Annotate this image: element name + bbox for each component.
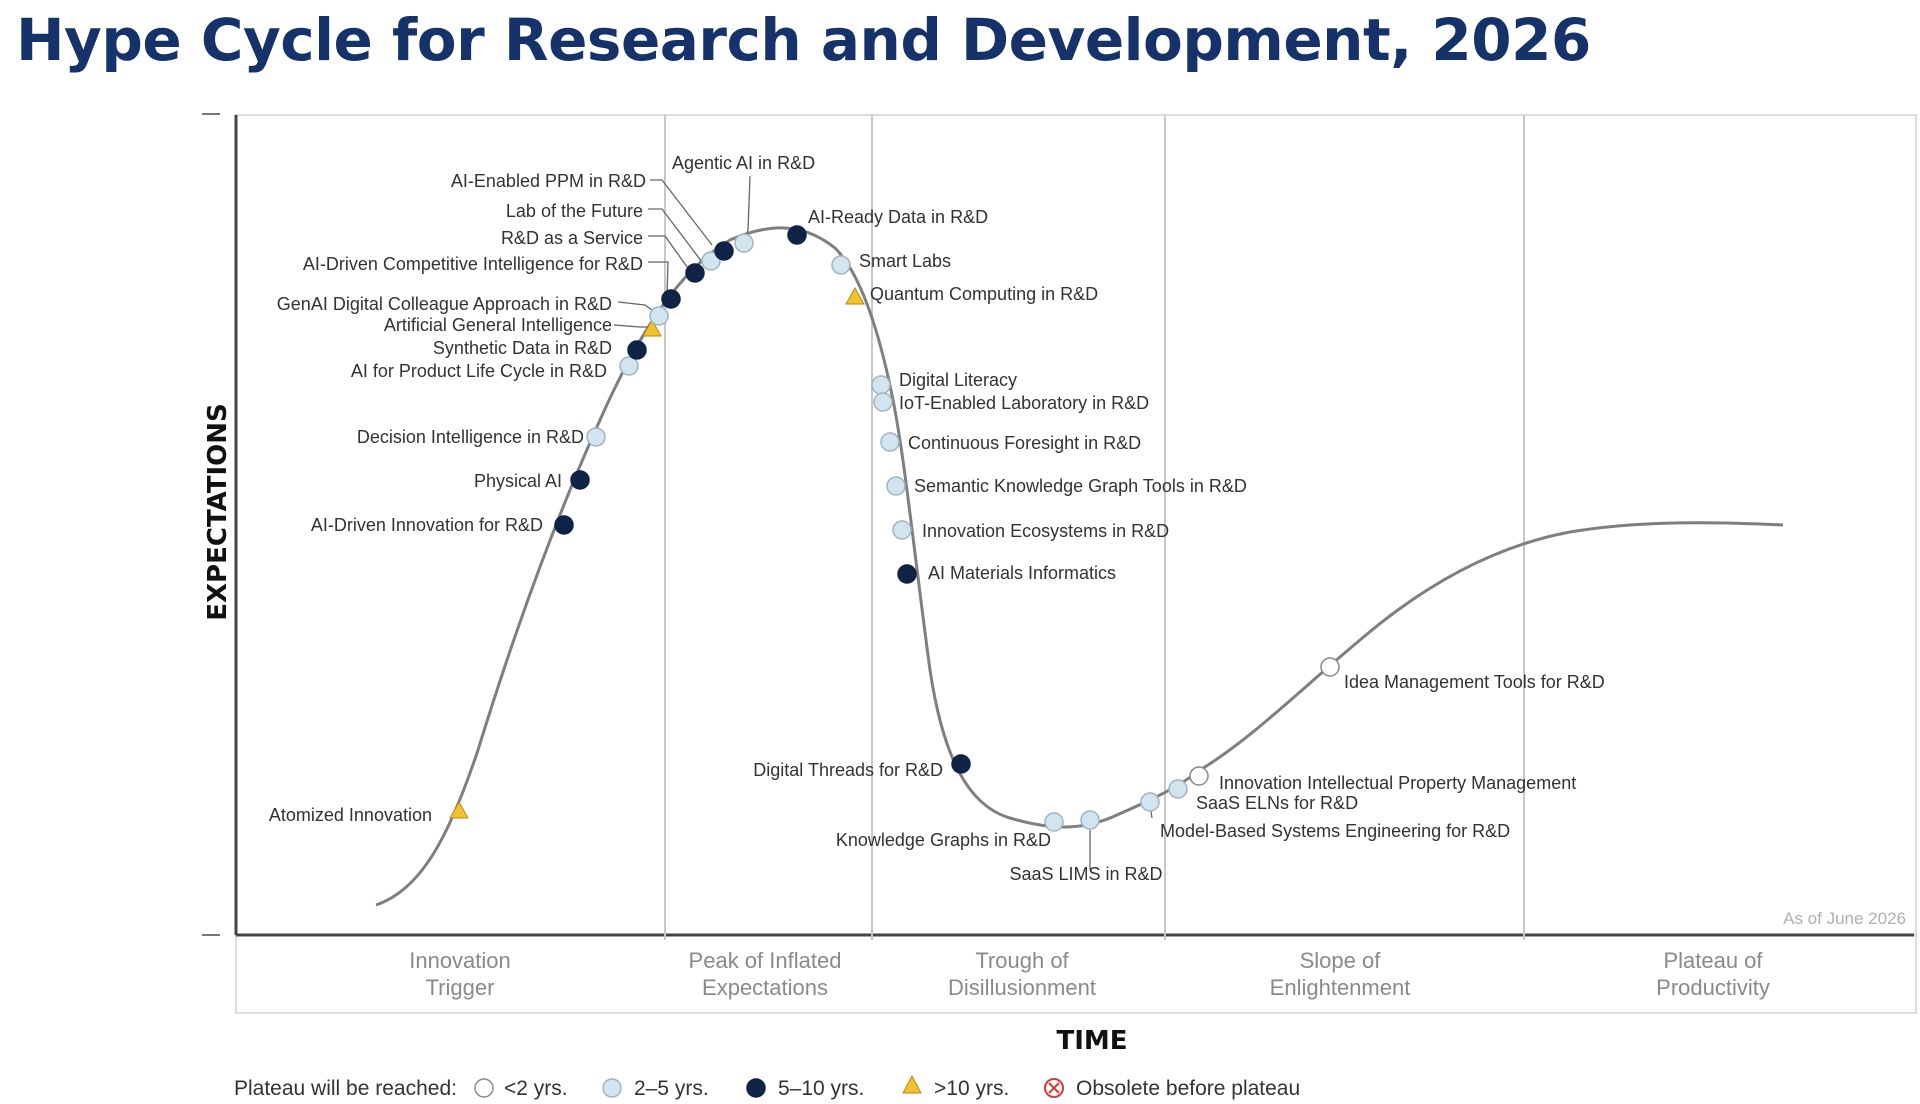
label-knowledge-graphs: Knowledge Graphs in R&D [836, 830, 1051, 850]
hype-curve [375, 226, 1784, 907]
phase-4-line1: Slope of [1300, 948, 1382, 973]
legend-marker-lt2 [474, 1078, 494, 1098]
leader-rnd-as-a-service [648, 235, 691, 272]
phase-2-line1: Peak of Inflated [689, 948, 842, 973]
label-digital-literacy: Digital Literacy [899, 370, 1017, 390]
marker-ai-enabled-ppm [714, 241, 734, 261]
label-ai-enabled-ppm: AI-Enabled PPM in R&D [451, 171, 646, 191]
legend-marker-5to10 [746, 1078, 766, 1098]
label-agi: Artificial General Intelligence [384, 315, 612, 335]
label-ai-ready-data: AI-Ready Data in R&D [808, 207, 988, 227]
label-saas-lims: SaaS LIMS in R&D [1009, 864, 1162, 884]
page-title: Hype Cycle for Research and Development,… [16, 6, 1591, 74]
label-smart-labs: Smart Labs [859, 251, 951, 271]
legend-label-gt10: >10 yrs. [934, 1077, 1009, 1100]
leader-agi [613, 324, 648, 328]
marker-ai-materials-informatics [897, 564, 917, 584]
label-iot-laboratory: IoT-Enabled Laboratory in R&D [899, 393, 1149, 413]
marker-genai-colleague [649, 306, 669, 326]
label-innovation-ecosystems: Innovation Ecosystems in R&D [922, 521, 1169, 541]
phase-4-line2: Enlightenment [1270, 975, 1411, 1000]
label-innovation-ip-management: Innovation Intellectual Property Managem… [1219, 773, 1576, 793]
label-saas-elns: SaaS ELNs for R&D [1196, 793, 1358, 813]
phase-3-line2: Disillusionment [948, 975, 1096, 1000]
marker-iot-laboratory [873, 392, 893, 412]
phase-5-line2: Productivity [1656, 975, 1770, 1000]
x-axis-label: TIME [1056, 1026, 1127, 1056]
marker-quantum-computing [845, 286, 865, 305]
legend-marker-gt10 [902, 1074, 922, 1094]
legend-marker-obsolete [1044, 1078, 1064, 1098]
marker-semantic-graph-tools [886, 476, 906, 496]
marker-ai-product-life-cycle [619, 356, 639, 376]
obsolete-x-stroke-2 [1048, 1082, 1060, 1094]
label-idea-management-tools: Idea Management Tools for R&D [1344, 672, 1605, 692]
legend-marker-2to5 [602, 1078, 622, 1098]
marker-innovation-ecosystems [892, 520, 912, 540]
marker-saas-elns [1168, 779, 1188, 799]
marker-synthetic-data [627, 340, 647, 360]
label-ai-materials-informatics: AI Materials Informatics [928, 563, 1116, 583]
label-atomized-innovation: Atomized Innovation [269, 805, 432, 825]
label-continuous-foresight: Continuous Foresight in R&D [908, 433, 1141, 453]
marker-rnd-as-a-service [685, 263, 705, 283]
legend: Plateau will be reached: <2 yrs. 2–5 yrs… [234, 1074, 1300, 1100]
leader-lab-of-the-future [648, 208, 703, 263]
y-axis-label: EXPECTATIONS [203, 403, 233, 621]
label-rnd-as-a-service: R&D as a Service [501, 228, 643, 248]
label-semantic-graph-tools: Semantic Knowledge Graph Tools in R&D [914, 476, 1247, 496]
phase-3-line1: Trough of [975, 948, 1069, 973]
label-physical-ai: Physical AI [474, 471, 562, 491]
leader-competitive-intelligence [648, 261, 669, 297]
label-digital-threads: Digital Threads for R&D [753, 760, 943, 780]
phase-2-line2: Expectations [702, 975, 828, 1000]
marker-digital-literacy [871, 375, 891, 395]
label-agentic-ai: Agentic AI in R&D [672, 153, 815, 173]
legend-title: Plateau will be reached: [234, 1077, 457, 1100]
legend-label-5to10: 5–10 yrs. [778, 1077, 864, 1100]
marker-idea-management-tools [1320, 657, 1340, 677]
label-ai-driven-innovation: AI-Driven Innovation for R&D [311, 515, 543, 535]
marker-digital-threads [951, 754, 971, 774]
marker-decision-intelligence [586, 427, 606, 447]
marker-knowledge-graphs [1044, 812, 1064, 832]
marker-smart-labs [831, 255, 851, 275]
leader-ai-enabled-ppm [650, 179, 713, 246]
label-quantum-computing: Quantum Computing in R&D [870, 284, 1098, 304]
marker-saas-lims [1080, 810, 1100, 830]
label-genai-colleague: GenAI Digital Colleague Approach in R&D [277, 294, 612, 314]
marker-lab-of-the-future [701, 251, 721, 271]
label-competitive-intelligence: AI-Driven Competitive Intelligence for R… [303, 254, 643, 274]
marker-physical-ai [570, 470, 590, 490]
technology-markers [449, 225, 1340, 832]
label-lab-of-the-future: Lab of the Future [506, 201, 643, 221]
label-ai-product-life-cycle: AI for Product Life Cycle in R&D [351, 361, 607, 381]
technology-labels: Atomized Innovation AI-Driven Innovation… [269, 153, 1605, 884]
as-of-note: As of June 2026 [1783, 909, 1906, 928]
marker-competitive-intelligence [661, 289, 681, 309]
marker-innovation-ip-management [1189, 766, 1209, 786]
marker-continuous-foresight [880, 432, 900, 452]
label-decision-intelligence: Decision Intelligence in R&D [357, 427, 584, 447]
phase-1-line1: Innovation [409, 948, 511, 973]
phase-dividers [664, 115, 1525, 940]
label-mbse: Model-Based Systems Engineering for R&D [1160, 821, 1510, 841]
marker-atomized-innovation [449, 800, 469, 819]
phase-5-line1: Plateau of [1663, 948, 1763, 973]
phase-labels: Innovation Trigger Peak of Inflated Expe… [409, 948, 1770, 1000]
marker-mbse [1140, 792, 1160, 812]
phase-1-line2: Trigger [426, 975, 495, 1000]
legend-label-2to5: 2–5 yrs. [634, 1077, 709, 1100]
marker-ai-driven-innovation [554, 515, 574, 535]
label-synthetic-data: Synthetic Data in R&D [433, 338, 612, 358]
marker-agentic-ai [734, 233, 754, 253]
phase-band [235, 934, 1917, 1014]
legend-label-obsolete: Obsolete before plateau [1076, 1077, 1300, 1100]
legend-label-lt2: <2 yrs. [504, 1077, 568, 1100]
marker-ai-ready-data [787, 225, 807, 245]
marker-agi [642, 318, 662, 337]
